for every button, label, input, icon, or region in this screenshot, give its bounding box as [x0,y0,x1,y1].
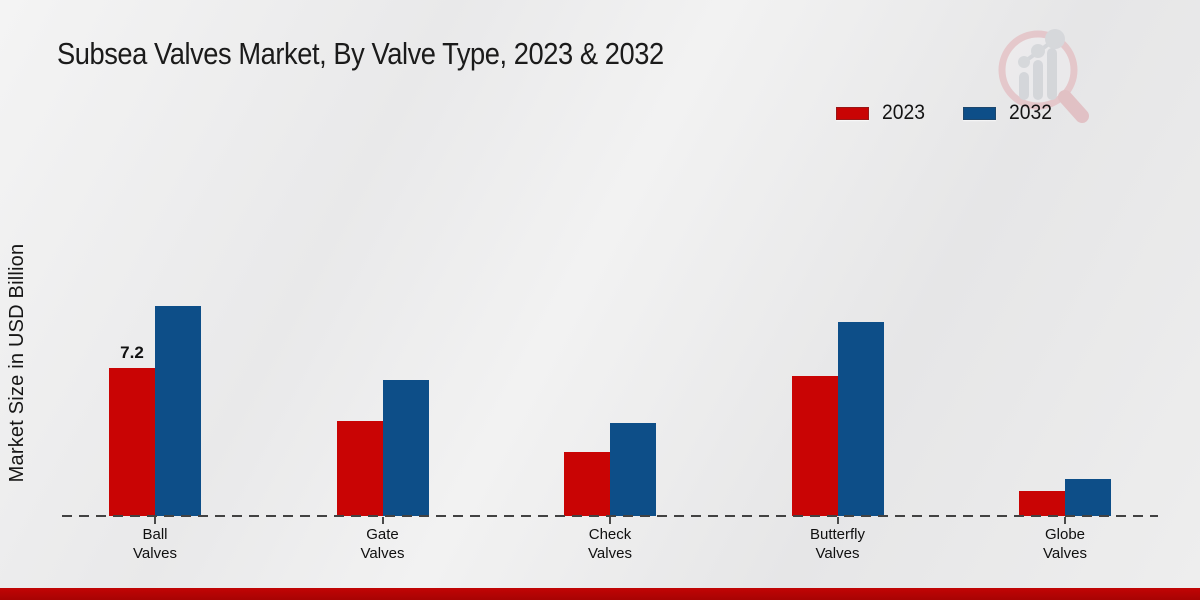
x-axis-baseline [62,515,1158,517]
x-axis-tick [836,517,839,524]
bar-2032-butterfly-valves [837,322,884,516]
bar-2023-butterfly-valves [791,376,838,516]
bar-2023-gate-valves [336,421,383,516]
category-label-globe-valves: Globe Valves [1043,526,1087,562]
bar-2032-ball-valves [155,306,201,516]
category-label-ball-valves: Ball Valves [133,526,177,562]
bar-2032-gate-valves [382,380,429,516]
category-label-check-valves: Check Valves [588,526,632,562]
legend-item-2023: 2023 [836,101,929,125]
legend: 2023 2032 [836,101,1055,125]
bar-2032-globe-valves [1065,479,1111,516]
legend-label-2032: 2032 [1008,101,1052,124]
bar-2023-globe-valves [1019,491,1065,516]
bottom-accent-strip [0,588,1200,600]
bar-value-label: 7.2 [120,343,144,362]
x-axis-tick [1064,517,1066,524]
x-axis-tick [609,517,611,524]
bar-2023-ball-valves [109,368,155,516]
x-axis-tick [154,517,156,524]
legend-swatch-2032 [962,106,996,120]
x-axis-tick [381,517,384,524]
category-label-gate-valves: Gate Valves [360,526,405,562]
legend-label-2023: 2023 [882,101,925,124]
category-label-butterfly-valves: Butterfly Valves [809,526,866,562]
legend-item-2032: 2032 [962,101,1056,125]
bar-2023-check-valves [564,452,610,516]
bar-2032-check-valves [610,423,656,516]
legend-swatch-2023 [836,106,869,120]
chart-title: Subsea Valves Market, By Valve Type, 202… [57,36,664,71]
brand-watermark-logo-icon [998,29,1089,123]
